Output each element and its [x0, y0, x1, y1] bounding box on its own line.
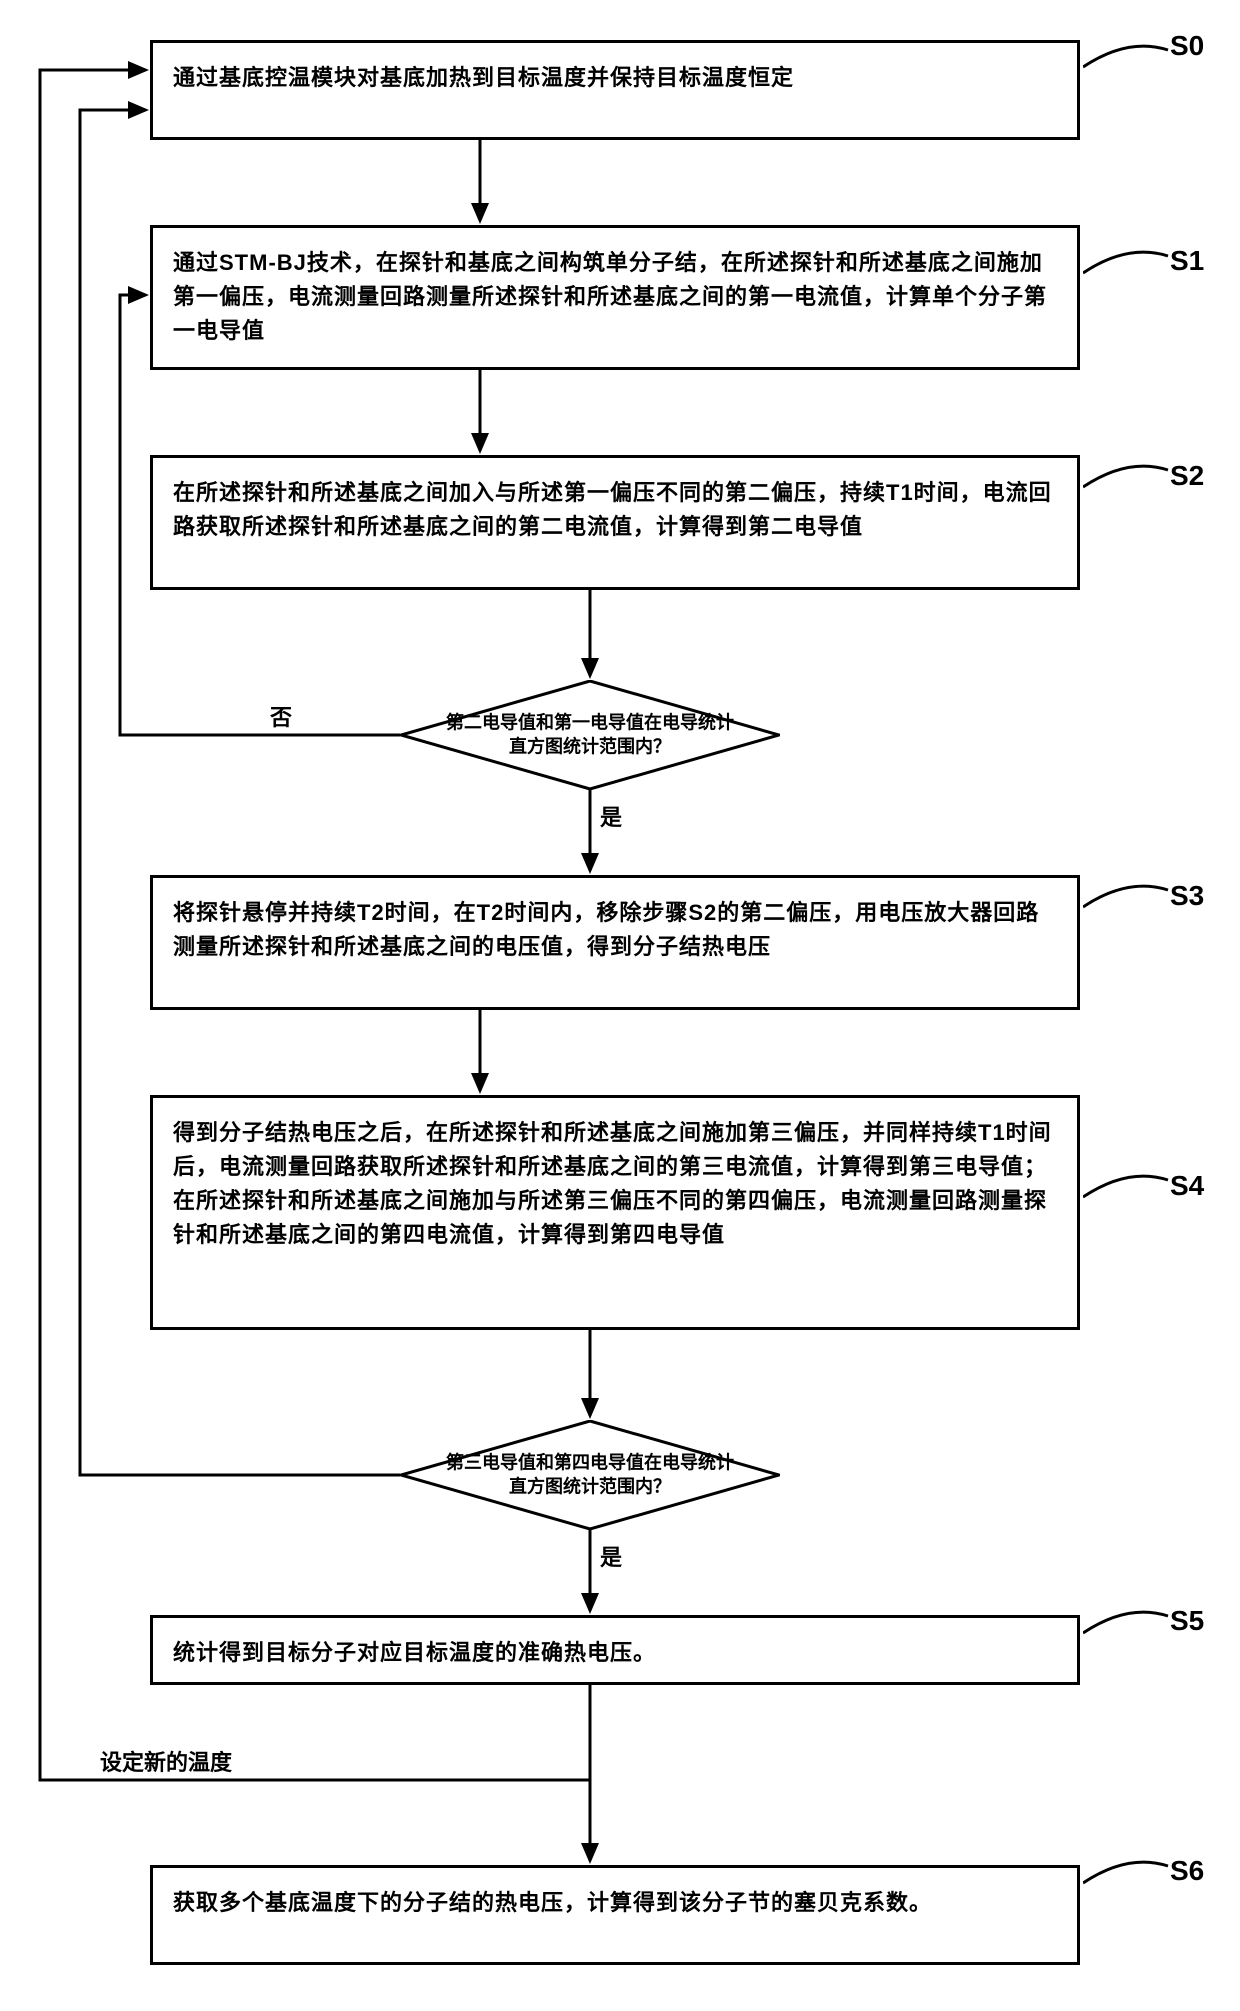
node-s4-text: 得到分子结热电压之后，在所述探针和所述基底之间施加第三偏压，并同样持续T1时间后…: [173, 1120, 1052, 1247]
edge-label-yes1: 是: [600, 800, 622, 832]
label-s5: S5: [1170, 1605, 1204, 1637]
decision-d1-text: 第二电导值和第一电导值在电导统计直方图统计范围内？: [442, 711, 738, 760]
node-s5: 统计得到目标分子对应目标温度的准确热电压。: [150, 1615, 1080, 1685]
node-s3: 将探针悬停并持续T2时间，在T2时间内，移除步骤S2的第二偏压，用电压放大器回路…: [150, 875, 1080, 1010]
curve-s6: [1083, 1848, 1173, 1890]
label-s1: S1: [1170, 245, 1204, 277]
node-s1-text: 通过STM-BJ技术，在探针和基底之间构筑单分子结，在所述探针和所述基底之间施加…: [173, 250, 1047, 343]
label-s4: S4: [1170, 1170, 1204, 1202]
curve-s1: [1083, 238, 1173, 280]
curve-s5: [1083, 1598, 1173, 1640]
node-s0: 通过基底控温模块对基底加热到目标温度并保持目标温度恒定: [150, 40, 1080, 140]
node-s6-text: 获取多个基底温度下的分子结的热电压，计算得到该分子节的塞贝克系数。: [173, 1890, 932, 1915]
curve-s2: [1083, 452, 1173, 494]
label-s3: S3: [1170, 880, 1204, 912]
edge-label-setnew: 设定新的温度: [100, 1745, 232, 1777]
curve-s4: [1083, 1162, 1173, 1204]
edge-label-yes2: 是: [600, 1540, 622, 1572]
node-s2-text: 在所述探针和所述基底之间加入与所述第一偏压不同的第二偏压，持续T1时间，电流回路…: [173, 480, 1052, 539]
decision-d2: 第三电导值和第四电导值在电导统计直方图统计范围内？: [400, 1420, 780, 1530]
label-s6: S6: [1170, 1855, 1204, 1887]
curve-s3: [1083, 872, 1173, 914]
label-s0: S0: [1170, 30, 1204, 62]
node-s3-text: 将探针悬停并持续T2时间，在T2时间内，移除步骤S2的第二偏压，用电压放大器回路…: [173, 900, 1039, 959]
decision-d2-text: 第三电导值和第四电导值在电导统计直方图统计范围内？: [442, 1451, 738, 1500]
node-s6: 获取多个基底温度下的分子结的热电压，计算得到该分子节的塞贝克系数。: [150, 1865, 1080, 1965]
curve-s0: [1083, 32, 1173, 74]
decision-d1: 第二电导值和第一电导值在电导统计直方图统计范围内？: [400, 680, 780, 790]
node-s2: 在所述探针和所述基底之间加入与所述第一偏压不同的第二偏压，持续T1时间，电流回路…: [150, 455, 1080, 590]
node-s0-text: 通过基底控温模块对基底加热到目标温度并保持目标温度恒定: [173, 65, 794, 90]
node-s1: 通过STM-BJ技术，在探针和基底之间构筑单分子结，在所述探针和所述基底之间施加…: [150, 225, 1080, 370]
node-s4: 得到分子结热电压之后，在所述探针和所述基底之间施加第三偏压，并同样持续T1时间后…: [150, 1095, 1080, 1330]
label-s2: S2: [1170, 460, 1204, 492]
node-s5-text: 统计得到目标分子对应目标温度的准确热电压。: [173, 1640, 656, 1665]
edge-label-no1: 否: [270, 700, 292, 732]
